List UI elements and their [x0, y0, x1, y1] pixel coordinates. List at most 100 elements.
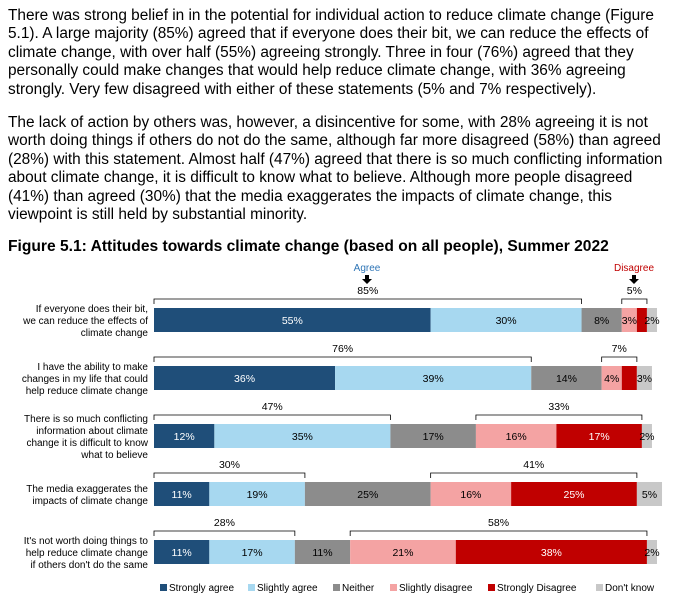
category-label: help reduce climate change — [26, 548, 149, 559]
category-label: climate change — [81, 328, 149, 339]
figure-title: Figure 5.1: Attitudes towards climate ch… — [8, 238, 609, 255]
agree-header: Agree — [354, 263, 381, 274]
stacked-bar-chart: Agree Disagree If everyone does their bit,… — [22, 263, 663, 594]
legend-swatch — [160, 584, 167, 591]
bar-segment — [511, 482, 637, 506]
agree-total-label: 76% — [332, 343, 353, 355]
bar-segment — [636, 482, 663, 506]
disagree-total-label: 41% — [523, 459, 544, 471]
bar-segment — [621, 308, 637, 332]
category-label: what to believe — [80, 450, 148, 461]
agree-bracket — [153, 414, 391, 420]
data-label: 16% — [506, 431, 527, 443]
bar-segment — [154, 366, 336, 390]
bar-segment — [209, 540, 295, 564]
bar-segment — [475, 424, 557, 448]
bar-segment — [636, 366, 652, 390]
data-label: 19% — [247, 489, 268, 501]
agree-arrow-icon — [362, 275, 372, 284]
bar-segment — [646, 540, 657, 564]
legend-label: Strongly agree — [169, 583, 234, 594]
data-label: 11% — [312, 547, 332, 559]
category-label: we can reduce the effects of — [22, 316, 148, 327]
category-label: If everyone does their bit, — [36, 304, 148, 315]
category-label: change it is difficult to know — [26, 438, 148, 449]
data-label: 17% — [242, 547, 263, 559]
data-label: 35% — [292, 431, 313, 443]
data-label: 16% — [460, 489, 481, 501]
data-label: 11% — [172, 547, 192, 559]
agree-total-label: 28% — [214, 517, 235, 529]
category-label: There is so much conflicting — [24, 414, 148, 425]
disagree-bracket — [475, 414, 643, 420]
data-label: 25% — [563, 489, 584, 501]
bar-segment — [214, 424, 391, 448]
bar-segment — [154, 308, 431, 332]
data-label: 8% — [594, 315, 609, 327]
category-label: changes in my life that could — [22, 374, 148, 385]
bar-segment — [455, 540, 647, 564]
data-label: 11% — [172, 489, 192, 501]
bar-segment — [154, 540, 210, 564]
disagree-bracket — [601, 356, 638, 362]
bar-segment — [335, 366, 532, 390]
data-label: 30% — [496, 315, 517, 327]
disagree-total-label: 33% — [548, 401, 569, 413]
bar-segment — [430, 308, 582, 332]
bar-segment — [531, 366, 602, 390]
bar-segment — [294, 540, 351, 564]
data-label: 55% — [282, 315, 303, 327]
bar-segment — [304, 482, 431, 506]
category-label: information about climate — [36, 426, 148, 437]
bar-segment — [581, 308, 622, 332]
data-label: 3% — [622, 315, 637, 327]
bar-segment — [154, 424, 215, 448]
data-label: 5% — [642, 489, 657, 501]
bar-segment — [601, 366, 622, 390]
category-label: The media exaggerates the — [26, 484, 148, 495]
data-label: 12% — [174, 431, 195, 443]
disagree-bracket — [430, 472, 638, 478]
agree-bracket — [153, 472, 306, 478]
data-label: 2% — [639, 431, 654, 443]
data-label: 3% — [637, 373, 652, 385]
bar-segment — [621, 366, 637, 390]
legend-swatch — [390, 584, 397, 591]
data-label: 39% — [423, 373, 444, 385]
category-label: help reduce climate change — [26, 386, 149, 397]
bar-segment — [154, 482, 210, 506]
bar-segment — [390, 424, 476, 448]
data-label: 2% — [644, 547, 659, 559]
bar-segment — [350, 540, 456, 564]
disagree-total-label: 58% — [488, 517, 509, 529]
data-label: 4% — [604, 373, 619, 385]
bar-segment — [646, 308, 657, 332]
data-label: 38% — [541, 547, 562, 559]
agree-bracket — [153, 530, 296, 536]
legend-label: Don't know — [605, 583, 655, 594]
category-label: impacts of climate change — [32, 496, 148, 507]
disagree-header: Disagree — [614, 263, 654, 274]
legend-label: Slightly disagree — [399, 583, 473, 594]
legend-swatch — [248, 584, 255, 591]
paragraph-2: The lack of action by others was, howeve… — [8, 114, 663, 224]
agree-total-label: 85% — [357, 285, 378, 297]
data-label: 36% — [234, 373, 255, 385]
disagree-total-label: 5% — [627, 285, 642, 297]
agree-bracket — [153, 356, 532, 362]
bar-segment — [556, 424, 642, 448]
legend-swatch — [488, 584, 495, 591]
agree-total-label: 30% — [219, 459, 240, 471]
legend-label: Strongly Disagree — [497, 583, 577, 594]
disagree-arrow-icon — [629, 275, 639, 284]
paragraph-1: There was strong belief in in the potent… — [8, 7, 654, 98]
data-label: 2% — [644, 315, 659, 327]
disagree-total-label: 7% — [612, 343, 627, 355]
category-label: It's not worth doing things to — [24, 536, 149, 547]
disagree-bracket — [349, 530, 648, 536]
category-label: I have the ability to make — [37, 362, 148, 373]
disagree-bracket — [621, 298, 648, 304]
data-label: 25% — [357, 489, 378, 501]
agree-bracket — [153, 298, 582, 304]
data-label: 14% — [556, 373, 577, 385]
